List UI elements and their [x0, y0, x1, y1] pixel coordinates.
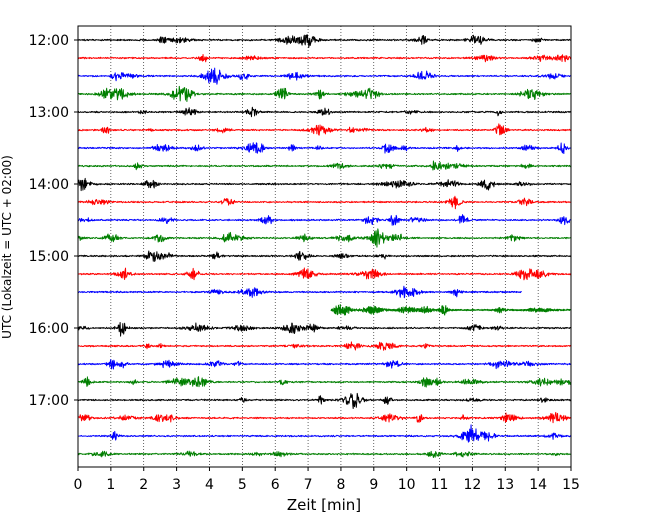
trace-1515: [77, 267, 572, 281]
y-tick-label: 16:00: [29, 321, 69, 337]
y-axis-ticks: 12:00 13:00 14:00 15:00 16:00 17:00: [29, 33, 78, 409]
trace-1700: [77, 392, 572, 410]
y-tick-label: 15:00: [29, 249, 69, 265]
trace-1745: [77, 450, 572, 459]
x-tick-label: 0: [74, 477, 83, 493]
trace-1500: [77, 250, 572, 262]
x-tick-label: 9: [369, 477, 378, 493]
trace-1245: [77, 85, 572, 102]
x-tick-label: 10: [398, 477, 416, 493]
trace-1315: [77, 123, 572, 136]
trace-1230: [77, 67, 572, 85]
x-tick-label: 5: [238, 477, 247, 493]
trace-1345: [77, 160, 572, 171]
trace-1630: [77, 359, 572, 370]
trace-layer: [77, 34, 572, 459]
y-tick-label: 17:00: [29, 393, 69, 409]
x-tick-label: 4: [205, 477, 214, 493]
y-tick-label: 12:00: [29, 33, 69, 49]
trace-1645: [77, 376, 572, 388]
x-tick-label: 11: [431, 477, 449, 493]
trace-1400: [77, 177, 572, 192]
x-tick-label: 15: [562, 477, 580, 493]
y-tick-label: 13:00: [29, 105, 69, 121]
y-tick-label: 14:00: [29, 177, 69, 193]
x-tick-label: 6: [271, 477, 280, 493]
x-axis-label: Zeit [min]: [287, 496, 361, 514]
x-axis-ticks: 0 1 2 3 4 5 6 7 8 9 10 11 12 13 14 15: [74, 467, 580, 493]
trace-1415: [77, 195, 572, 210]
trace-1730: [77, 424, 572, 443]
trace-1215: [77, 54, 572, 63]
x-tick-label: 8: [336, 477, 345, 493]
plot-frame: [77, 25, 572, 468]
x-tick-label: 13: [496, 477, 514, 493]
trace-1330: [77, 142, 572, 155]
x-tick-label: 14: [529, 477, 547, 493]
trace-1445: [77, 228, 572, 248]
x-tick-label: 12: [463, 477, 481, 493]
trace-1545: [330, 303, 572, 316]
trace-1530: [77, 285, 522, 299]
trace-1715: [77, 411, 572, 424]
x-tick-label: 1: [106, 477, 115, 493]
trace-1600: [77, 321, 572, 337]
x-tick-label: 3: [172, 477, 181, 493]
trace-1615: [77, 341, 572, 351]
trace-1300: [77, 106, 572, 118]
trace-1430: [77, 214, 572, 226]
x-tick-label: 7: [304, 477, 313, 493]
y-axis-label: UTC (Lokalzeit = UTC + 02:00): [0, 155, 14, 339]
trace-1200: [77, 34, 572, 48]
x-tick-label: 2: [139, 477, 148, 493]
